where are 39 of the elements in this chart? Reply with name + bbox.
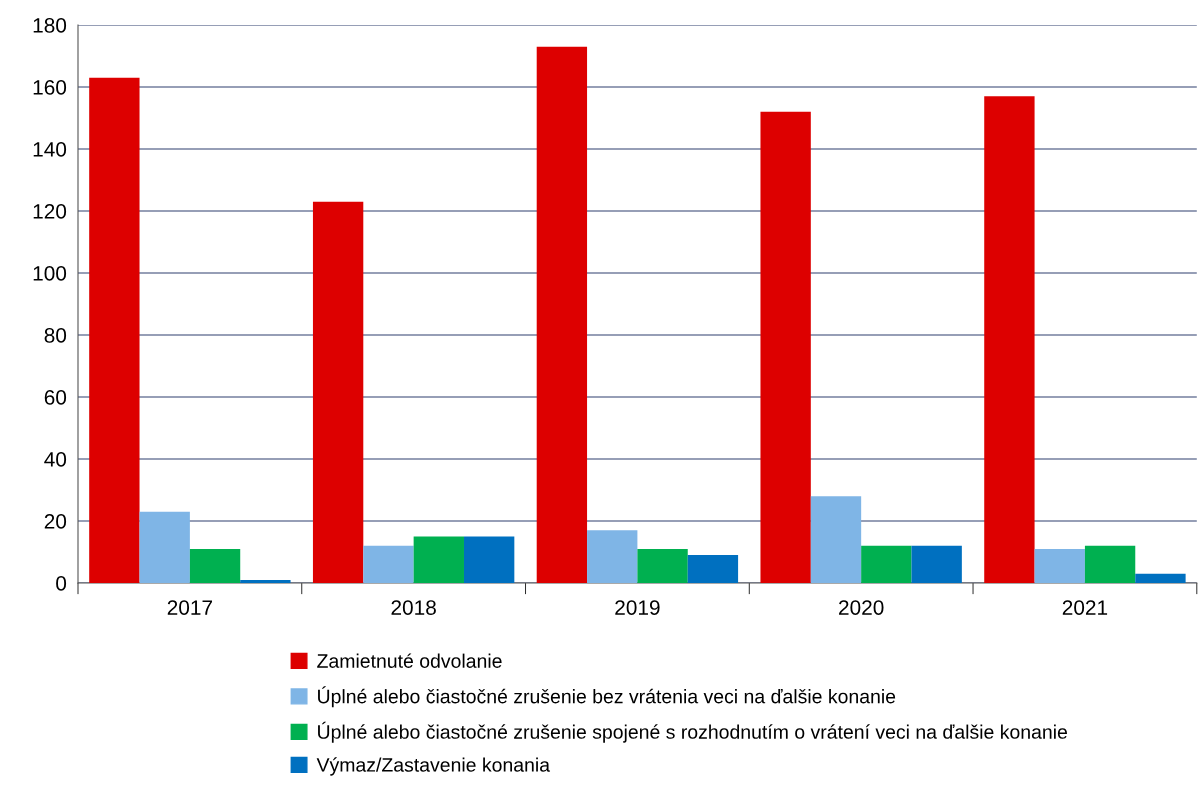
bar [687,555,739,583]
bar [911,545,962,583]
legend-label: Zamietnuté odvolanie [317,653,502,668]
y-tick-label: 60 [44,390,67,405]
y-tick-label: 80 [44,328,67,343]
bar [312,201,364,583]
y-tick-label: 160 [33,80,67,95]
bar [363,545,414,583]
bar [984,96,1035,583]
bar [189,548,241,583]
bar [1135,573,1186,583]
y-tick-label: 100 [33,266,67,281]
legend-label: Úplné alebo čiastočné zrušenie bez vrátenia veci na ďalšie konanie [318,686,896,708]
bar [536,46,588,583]
y-tick-label: 140 [33,142,67,157]
bar [413,536,464,583]
bar [89,77,140,583]
legend-label: Úplné alebo čiastočné zrušenie spojené s rozhodnutím o vrátení veci na ďalšie konanie [318,721,1067,743]
bar [587,530,638,583]
x-tick-label: 2021 [1062,600,1108,615]
bar [1084,545,1136,583]
bar [139,511,190,583]
y-tick-label: 180 [33,18,67,33]
bar [861,545,912,583]
bar [463,536,515,583]
x-tick-label: 2020 [839,600,884,615]
y-tick-label: 0 [56,576,67,591]
bar [240,579,291,583]
bar [760,111,811,583]
x-tick-label: 2018 [391,600,436,615]
x-tick-label: 2019 [615,600,660,615]
y-tick-label: 20 [44,514,67,529]
bar [810,496,862,583]
y-tick-label: 40 [44,452,67,467]
legend-label: Výmaz/Zastavenie konania [316,757,551,776]
y-tick-label: 120 [33,204,67,219]
x-tick-label: 2017 [167,600,213,615]
bar [1034,548,1085,583]
bar [637,548,688,583]
